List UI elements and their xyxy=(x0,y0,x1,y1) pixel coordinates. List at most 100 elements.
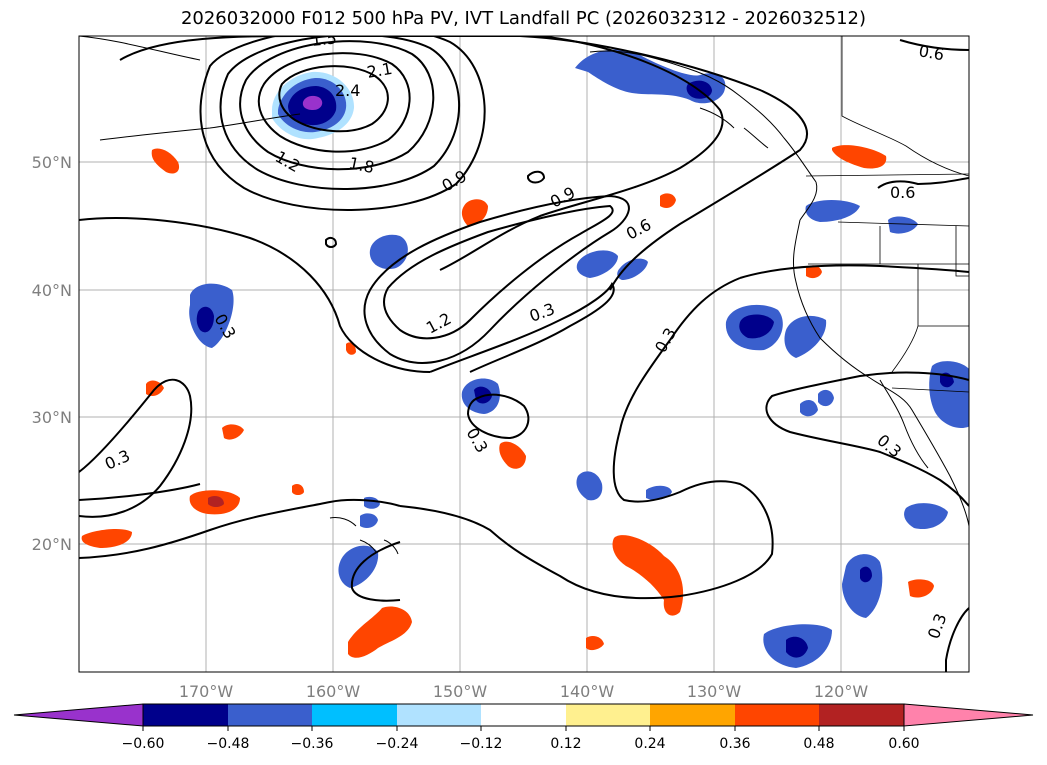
positive-patch-11 xyxy=(81,529,132,548)
border-state-5 xyxy=(955,226,969,277)
negative-patch-east-9 xyxy=(842,554,883,618)
coastline-baja xyxy=(879,379,929,469)
positive-patch-13 xyxy=(612,535,684,616)
contour-label-0-6-b: 0.6 xyxy=(917,41,945,64)
colorbar-bin-7 xyxy=(650,704,735,726)
map-title: 2026032000 F012 500 hPa PV, IVT Landfall… xyxy=(180,8,867,29)
negative-patch-east-3 xyxy=(805,200,860,222)
positive-patch-8 xyxy=(222,424,244,440)
negative-patch-ocean-9 xyxy=(360,513,378,528)
colorbar-tick-label-4: −0.24 xyxy=(376,736,419,752)
negative-patch-ocean-6 xyxy=(576,471,603,501)
positive-patch-10-core xyxy=(208,496,224,507)
contour-03-west xyxy=(79,378,193,518)
colorbar-tick-label-9: 0.48 xyxy=(803,736,834,752)
colorbar-tick-label-8: 0.36 xyxy=(719,736,750,752)
positive-patch-15 xyxy=(586,636,604,651)
contour-small-2 xyxy=(527,170,546,184)
positive-patch-5 xyxy=(806,265,822,279)
negative-patch-east-6 xyxy=(818,389,834,407)
lon-label-140w: 140°W xyxy=(560,682,615,701)
contour-03-east xyxy=(765,371,969,507)
coastline-canada xyxy=(799,181,818,221)
colorbar-tick-label-3: −0.36 xyxy=(291,736,334,752)
colorbar-left-extend xyxy=(13,703,144,727)
map-frame xyxy=(78,35,970,673)
negative-patch-east-4 xyxy=(888,216,918,234)
pc-fill-patches xyxy=(81,49,969,668)
border-state-6 xyxy=(891,325,919,373)
contour-low-1-2 xyxy=(199,36,486,211)
contour-09-tongue xyxy=(363,194,630,364)
colorbar-tick-label-1: −0.60 xyxy=(122,736,165,752)
negative-patch-east-1-core xyxy=(739,314,774,339)
gridlines xyxy=(79,36,969,672)
positive-patch-12 xyxy=(292,484,304,495)
colorbar-bin-6 xyxy=(566,704,650,726)
negative-patch-east-5 xyxy=(800,400,818,417)
pv-contours xyxy=(79,36,969,672)
map-area xyxy=(79,36,969,672)
negative-patch-ocean-5 xyxy=(617,258,648,280)
contour-label-1-5: 1.5 xyxy=(310,28,337,50)
contour-label-0-6-c: 0.6 xyxy=(890,183,915,202)
border-canada-bc xyxy=(841,36,969,177)
contour-03-left-1 xyxy=(79,483,201,501)
lon-label-150w: 150°W xyxy=(433,682,488,701)
colorbar-bin-9 xyxy=(819,704,904,726)
coastline-us-west xyxy=(792,219,969,527)
contour-low-inner-2 xyxy=(257,52,411,153)
contour-03-south xyxy=(399,277,774,600)
colorbar-tick-label-10: 0.60 xyxy=(888,736,919,752)
border-state-1 xyxy=(837,221,969,227)
colorbar: −0.60 −0.48 −0.36 −0.24 −0.12 0.12 0.24 … xyxy=(13,703,1034,752)
contour-03-island xyxy=(466,393,530,440)
colorbar-bin-2 xyxy=(228,704,312,726)
longitude-labels: 170°W 160°W 150°W 140°W 130°W 120°W xyxy=(179,682,869,701)
contour-12-tongue xyxy=(383,204,614,340)
coastline-aleutians xyxy=(99,113,301,141)
border-us-canada xyxy=(805,173,969,177)
colorbar-tick-marks xyxy=(142,726,905,731)
negative-patch-ocean-4 xyxy=(576,250,618,278)
positive-patch-2 xyxy=(461,199,488,226)
negative-patch-east-8 xyxy=(904,503,948,530)
colorbar-tick-label-6: 0.12 xyxy=(550,736,581,752)
colorbar-bin-1 xyxy=(143,704,228,726)
lat-label-20n: 20°N xyxy=(32,535,72,554)
coastline-alaska-islands xyxy=(699,107,769,149)
contour-03-south-2 xyxy=(350,541,401,602)
contour-06-ne xyxy=(899,39,969,51)
coastline-russia-top xyxy=(79,36,201,61)
contour-label-2-1: 2.1 xyxy=(365,59,393,82)
positive-patch-16 xyxy=(908,579,934,598)
negative-patch-center xyxy=(302,95,323,110)
positive-patch-4 xyxy=(832,145,887,169)
lon-label-160w: 160°W xyxy=(306,682,361,701)
political-borders xyxy=(805,36,969,393)
contour-03-mid xyxy=(429,282,615,373)
colorbar-tick-label-5: −0.12 xyxy=(460,736,503,752)
contour-03-right xyxy=(739,264,969,279)
contour-small-1 xyxy=(325,236,338,248)
colorbar-outline xyxy=(142,703,905,727)
lat-label-30n: 30°N xyxy=(32,408,72,427)
contour-03-left-2 xyxy=(79,498,401,559)
colorbar-bin-3 xyxy=(312,704,397,726)
lon-label-120w: 120°W xyxy=(814,682,869,701)
contour-label-2-4: 2.4 xyxy=(335,81,360,100)
colorbar-bin-8 xyxy=(735,704,819,726)
colorbar-bin-5 xyxy=(481,704,566,726)
contour-06 xyxy=(519,36,808,291)
coastlines xyxy=(79,36,969,555)
border-us-mexico xyxy=(891,387,969,393)
latitude-labels: 50°N 40°N 30°N 20°N xyxy=(32,153,72,554)
contour-low-inner-1 xyxy=(278,65,389,133)
contour-low-1-5 xyxy=(219,36,461,190)
colorbar-tick-label-2: −0.48 xyxy=(207,736,250,752)
negative-patch-ocean-2-core xyxy=(196,306,214,333)
positive-patch-3 xyxy=(660,193,676,208)
negative-patch-east-10-core xyxy=(786,636,808,658)
contour-03-big xyxy=(79,217,431,373)
